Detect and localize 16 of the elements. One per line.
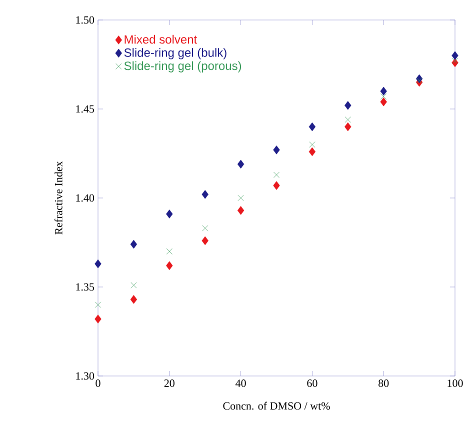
legend-label: Mixed solvent [124,34,198,44]
x-tick-label: 100 [448,380,463,387]
x-tick-label: 0 [96,380,100,387]
y-axis-title: Refractive Index [54,161,62,234]
x-tick-label: 60 [307,380,318,387]
x-axis-title: Concn. of DMSO / wt% [223,402,330,410]
x-tick-label: 20 [164,380,174,387]
y-tick-label: 1.40 [76,194,94,202]
x-tick-label: 40 [236,380,246,387]
y-tick-label: 1.45 [76,105,94,113]
x-tick-label: 80 [378,380,389,387]
y-tick-label: 1.50 [76,16,94,24]
y-tick-label: 1.35 [76,283,94,291]
legend-label: Slide-ring gel (porous) [124,61,242,72]
y-tick-label: 1.30 [76,372,94,380]
legend-label: Slide-ring gel (bulk) [124,48,226,60]
